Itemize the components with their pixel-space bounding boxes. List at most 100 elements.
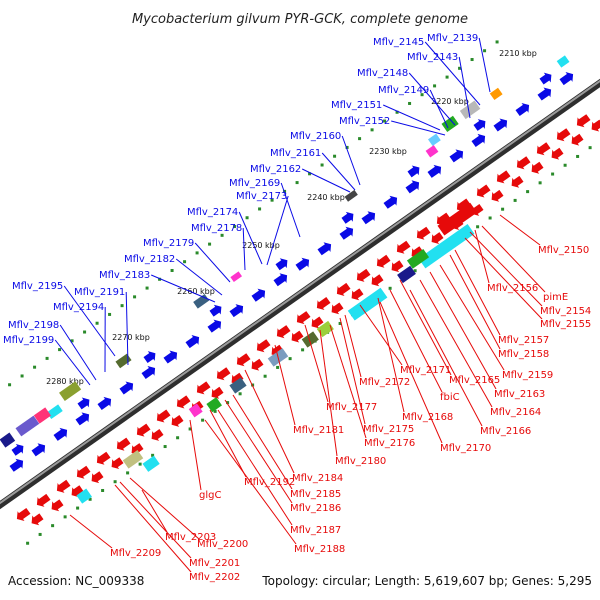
feature-block bbox=[437, 202, 478, 236]
reverse-gene-arrow bbox=[91, 471, 104, 484]
tick-dot bbox=[8, 383, 12, 387]
reverse-gene-arrow bbox=[456, 198, 471, 212]
reverse-gene-arrow bbox=[296, 311, 311, 325]
tick-dot bbox=[45, 356, 49, 360]
reverse-callout-line bbox=[481, 225, 546, 293]
tick-dot bbox=[470, 58, 474, 62]
reverse-callout-line bbox=[329, 324, 367, 439]
tick-dot bbox=[483, 49, 487, 53]
reverse-gene-label: Mflv_2209 bbox=[110, 548, 161, 559]
forward-gene-label: Mflv_2169 bbox=[229, 178, 280, 189]
forward-gene-arrow bbox=[209, 304, 222, 317]
reverse-gene-arrow bbox=[271, 344, 284, 357]
forward-gene-label: Mflv_2149 bbox=[378, 85, 429, 96]
reverse-callout-line bbox=[359, 304, 403, 366]
genome-backbone bbox=[0, 78, 600, 510]
reverse-callout-line bbox=[217, 409, 293, 526]
tick-dot bbox=[395, 110, 399, 114]
reverse-gene-arrow bbox=[311, 316, 324, 329]
reverse-callout-line bbox=[204, 419, 297, 545]
forward-gene-label: Mflv_2191 bbox=[74, 287, 125, 298]
reverse-callout-line bbox=[377, 297, 405, 413]
kbp-marker-label: 2280 kbp bbox=[46, 377, 84, 386]
forward-callout-line bbox=[242, 227, 246, 271]
reverse-gene-arrow bbox=[231, 372, 244, 385]
reverse-gene-arrow bbox=[331, 302, 344, 315]
tick-dot bbox=[83, 330, 87, 334]
reverse-gene-arrow bbox=[131, 443, 144, 455]
tick-dot bbox=[551, 172, 555, 176]
reverse-gene-label: Mflv_2156 bbox=[487, 283, 538, 294]
feature-block bbox=[556, 55, 570, 68]
tick-dot bbox=[208, 242, 212, 246]
reverse-gene-label: Mflv_2203 bbox=[165, 532, 216, 543]
reverse-gene-arrow bbox=[431, 232, 444, 244]
forward-gene-arrow bbox=[53, 427, 68, 441]
forward-gene-label: Mflv_2139 bbox=[427, 33, 478, 44]
reverse-gene-label: glgC bbox=[199, 490, 221, 501]
tick-dot bbox=[301, 348, 305, 352]
forward-callout-line bbox=[391, 120, 446, 136]
reverse-callout-line bbox=[409, 289, 483, 427]
reverse-gene-label: Mflv_2180 bbox=[335, 456, 386, 467]
reverse-gene-label: pimE bbox=[543, 292, 568, 303]
forward-gene-arrow bbox=[11, 444, 24, 456]
reverse-gene-label: Mflv_2159 bbox=[502, 370, 553, 381]
tick-dot bbox=[495, 40, 499, 44]
reverse-callout-line bbox=[339, 317, 366, 425]
tick-dot bbox=[345, 145, 349, 149]
feature-block bbox=[418, 224, 475, 269]
map-title: Mycobacterium gilvum PYR-GCK, complete g… bbox=[132, 12, 468, 27]
feature-block bbox=[347, 287, 388, 321]
tick-dot bbox=[445, 75, 449, 79]
feature-block bbox=[301, 331, 319, 348]
reverse-gene-label: Mflv_2155 bbox=[540, 319, 591, 330]
tick-dot bbox=[126, 471, 130, 475]
forward-gene-label: Mflv_2152 bbox=[339, 116, 390, 127]
tick-dot bbox=[413, 269, 417, 273]
reverse-gene-arrow bbox=[36, 493, 51, 507]
tick-dot bbox=[151, 453, 155, 457]
feature-block bbox=[206, 397, 222, 413]
tick-dot bbox=[270, 198, 274, 202]
forward-gene-label: Mflv_2198 bbox=[8, 320, 59, 331]
tick-dot bbox=[588, 146, 592, 150]
tick-dot bbox=[276, 365, 280, 369]
tick-dot bbox=[108, 312, 112, 316]
kbp-marker-label: 2230 kbp bbox=[369, 147, 407, 156]
reverse-callout-line bbox=[129, 477, 200, 540]
tick-dot bbox=[433, 84, 437, 88]
tick-dot bbox=[576, 154, 580, 158]
tick-dot bbox=[288, 357, 292, 361]
reverse-gene-arrow bbox=[551, 147, 564, 160]
reverse-callout-line bbox=[439, 264, 505, 371]
tick-dot bbox=[58, 348, 62, 352]
tick-dot bbox=[488, 216, 492, 220]
tick-dot bbox=[195, 251, 199, 255]
reverse-gene-arrow bbox=[116, 437, 131, 451]
gene-labels: Mflv_2145 Mflv_2139 Mflv_2143 Mflv_2148 Mflv… bbox=[3, 33, 591, 583]
feature-block bbox=[76, 488, 92, 504]
forward-gene-arrow bbox=[339, 226, 354, 240]
forward-gene-label: Mflv_2145 bbox=[373, 37, 424, 48]
reverse-gene-arrow bbox=[576, 114, 591, 128]
forward-callout-line bbox=[382, 104, 441, 131]
reverse-gene-arrow bbox=[376, 254, 391, 268]
kbp-marker-label: 2220 kbp bbox=[431, 97, 469, 106]
reverse-gene-arrow bbox=[316, 297, 331, 310]
reverse-gene-arrow bbox=[71, 485, 84, 498]
tick-dot bbox=[95, 321, 99, 325]
forward-gene-arrow bbox=[97, 396, 112, 410]
forward-gene-arrow bbox=[471, 133, 486, 147]
tick-dot bbox=[38, 532, 42, 536]
reverse-callout-line bbox=[114, 484, 192, 573]
tick-dot bbox=[158, 277, 162, 281]
reverse-callout-line bbox=[379, 301, 443, 444]
tick-dot bbox=[383, 119, 387, 123]
reverse-gene-arrow bbox=[556, 128, 571, 142]
tick-dot bbox=[220, 233, 224, 237]
feature-block bbox=[459, 100, 481, 120]
reverse-gene-label: Mflv_2154 bbox=[540, 306, 591, 317]
feature-block bbox=[441, 115, 459, 133]
reverse-gene-arrow bbox=[516, 156, 531, 170]
